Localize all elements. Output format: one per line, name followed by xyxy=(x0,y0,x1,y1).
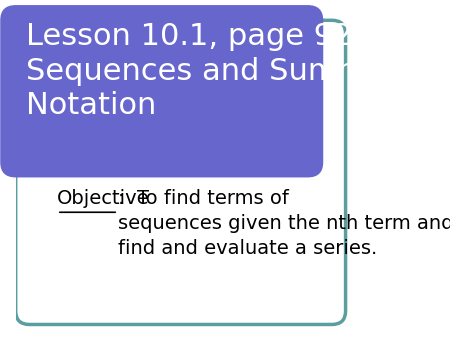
Text: Objective: Objective xyxy=(57,189,149,208)
FancyBboxPatch shape xyxy=(16,20,346,324)
Text: Lesson 10.1, page 926
Sequences and Summation
Notation: Lesson 10.1, page 926 Sequences and Summ… xyxy=(26,22,444,120)
FancyBboxPatch shape xyxy=(0,5,323,177)
Text: :  To find terms of
sequences given the nth term and
find and evaluate a series.: : To find terms of sequences given the n… xyxy=(118,189,450,258)
